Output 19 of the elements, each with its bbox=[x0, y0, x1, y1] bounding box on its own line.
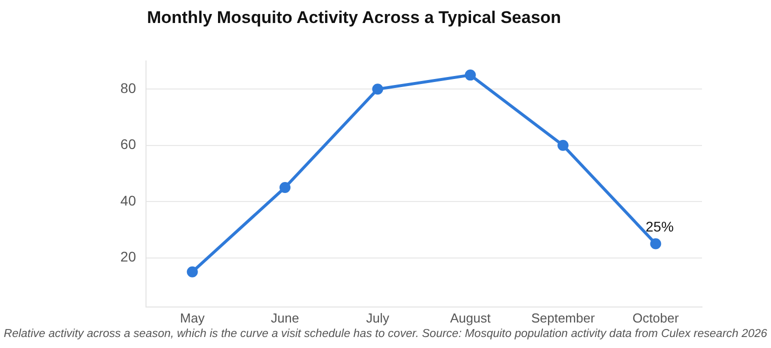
x-tick-label: May bbox=[180, 310, 206, 326]
x-tick-label: September bbox=[531, 310, 596, 326]
text: Relative activity across a season, which is the curve a visit schedule has to cover. Source: Mosquito population activity data from Culex research 2026 bbox=[2, 328, 768, 340]
point bbox=[372, 84, 384, 95]
y-tick-label: 40 bbox=[120, 192, 136, 208]
y-tick-label: 20 bbox=[120, 248, 136, 265]
point bbox=[280, 182, 290, 194]
chart-title: Monthly Mosquito Activity Across a Typical Season bbox=[147, 8, 562, 28]
point bbox=[650, 238, 662, 250]
y-tick-label: 80 bbox=[120, 80, 136, 96]
y-tick-label: 60 bbox=[120, 136, 136, 152]
x-tick-label: July bbox=[366, 310, 390, 326]
point bbox=[558, 140, 568, 151]
point bbox=[464, 70, 476, 81]
x-tick-label: August bbox=[450, 310, 491, 326]
x-tick-label: October bbox=[632, 310, 680, 326]
annotation: 25% bbox=[646, 218, 674, 235]
point bbox=[186, 266, 198, 278]
x-tick-label: June bbox=[270, 310, 300, 326]
